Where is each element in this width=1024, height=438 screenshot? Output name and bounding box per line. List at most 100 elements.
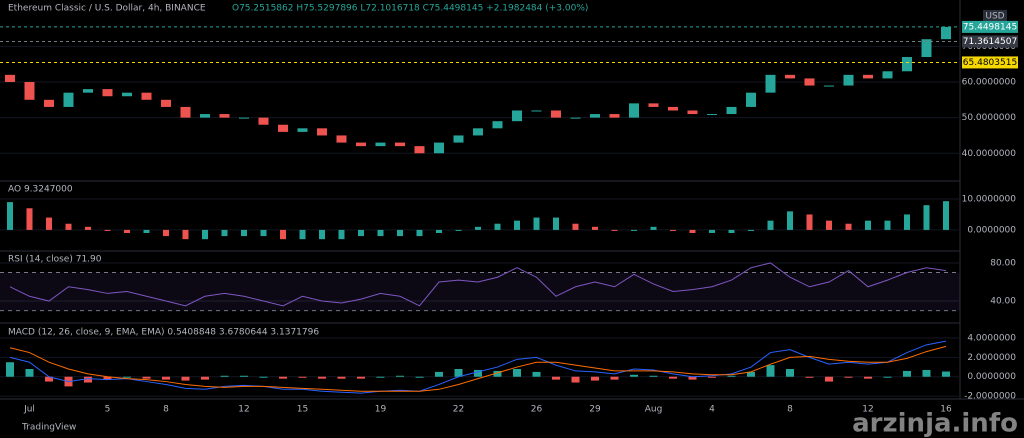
candle — [609, 114, 620, 118]
x-tick-label: 29 — [589, 405, 601, 415]
histogram-bar — [766, 365, 775, 377]
candle — [707, 114, 717, 116]
candle — [804, 78, 815, 86]
histogram-bar — [259, 376, 268, 378]
histogram-bar — [942, 371, 950, 377]
candle — [473, 128, 483, 136]
ao-bar — [904, 214, 910, 230]
histogram-bar — [513, 368, 521, 377]
candle — [746, 92, 756, 107]
candle — [258, 117, 269, 125]
ao-bar — [65, 223, 72, 230]
ao-bar — [787, 211, 793, 230]
candle — [44, 99, 54, 107]
x-tick-label: 12 — [238, 405, 249, 415]
ao-bar — [728, 229, 735, 233]
histogram-bar — [454, 368, 463, 377]
ao-bar — [650, 226, 657, 230]
ao-bar — [221, 229, 228, 237]
price-label: 65.4803515 — [963, 58, 1017, 68]
x-tick-label: 12 — [862, 405, 873, 415]
candle — [726, 106, 737, 115]
candle — [375, 142, 386, 147]
ao-bar — [494, 223, 501, 230]
ao-bar — [46, 217, 52, 230]
ao-bar — [748, 229, 754, 231]
macd-line — [9, 340, 947, 394]
candle — [161, 99, 171, 107]
x-tick-label: 8 — [163, 405, 169, 415]
ao-bar — [26, 208, 33, 230]
symbol[interactable]: Ethereum Classic / U.S. Dollar, 4h, BINA… — [8, 4, 206, 14]
ao-bar — [358, 229, 364, 237]
histogram-bar — [279, 376, 287, 379]
histogram-bar — [84, 376, 92, 383]
ao-bar — [436, 229, 442, 233]
histogram-bar — [298, 376, 307, 378]
ao-bar — [104, 229, 111, 231]
histogram-bar — [571, 376, 580, 383]
candle — [629, 103, 639, 118]
candle — [687, 110, 698, 115]
candle — [180, 106, 191, 118]
candle — [492, 121, 503, 129]
candle — [278, 124, 288, 132]
x-tick-label: 15 — [297, 405, 308, 415]
histogram-bar — [396, 375, 404, 377]
rsi-line — [9, 262, 947, 307]
ao-bar — [7, 202, 13, 230]
histogram-bar — [649, 375, 658, 377]
candle — [668, 106, 678, 111]
x-tick-label: 4 — [709, 405, 715, 415]
histogram-bar — [318, 376, 326, 379]
histogram-bar — [220, 375, 229, 377]
ao-bar — [416, 229, 423, 237]
ao-bar — [319, 229, 325, 240]
histogram-bar — [474, 369, 482, 377]
candle — [785, 74, 795, 79]
histogram-bar — [493, 370, 502, 377]
y-tick-label: 40.00 — [990, 297, 1016, 307]
brand[interactable]: TradingView — [21, 423, 76, 433]
histogram-bar — [142, 376, 151, 379]
y-tick-label: 60.0000000 — [962, 77, 1017, 87]
ao-bar — [631, 229, 637, 231]
histogram-bar — [123, 376, 131, 378]
histogram-bar — [805, 376, 814, 378]
histogram-bar — [162, 376, 170, 380]
ao-bar — [845, 223, 852, 230]
histogram-bar — [435, 371, 443, 377]
candle — [297, 128, 308, 132]
histogram-bar — [103, 376, 112, 380]
candle — [512, 110, 522, 122]
y-tick-label: 4.0000000 — [967, 334, 1016, 344]
ao-bar — [923, 205, 930, 230]
y-tick-label: 0.0000000 — [967, 225, 1016, 235]
currency[interactable]: USD — [985, 12, 1004, 22]
candle — [317, 128, 327, 136]
ao-bar — [202, 229, 208, 240]
candle — [83, 89, 93, 93]
histogram-bar — [786, 368, 794, 377]
y-tick-label: 40.0000000 — [962, 149, 1017, 159]
histogram-bar — [415, 376, 424, 378]
candle — [648, 103, 659, 107]
candle — [941, 26, 951, 40]
indicator-legend: AO 9.3247000 — [8, 185, 73, 195]
candle — [5, 74, 15, 82]
ao-bar — [377, 229, 384, 237]
ao-bar — [241, 229, 247, 237]
histogram-bar — [825, 376, 833, 382]
histogram-bar — [708, 376, 716, 378]
ao-bar — [806, 214, 813, 230]
candle — [921, 39, 932, 58]
histogram-bar — [337, 376, 346, 379]
histogram-bar — [6, 362, 14, 377]
candle — [863, 74, 873, 79]
candle — [239, 117, 249, 119]
histogram-bar — [883, 376, 892, 378]
currency-badge[interactable] — [983, 10, 1007, 22]
ao-bar — [689, 229, 696, 233]
